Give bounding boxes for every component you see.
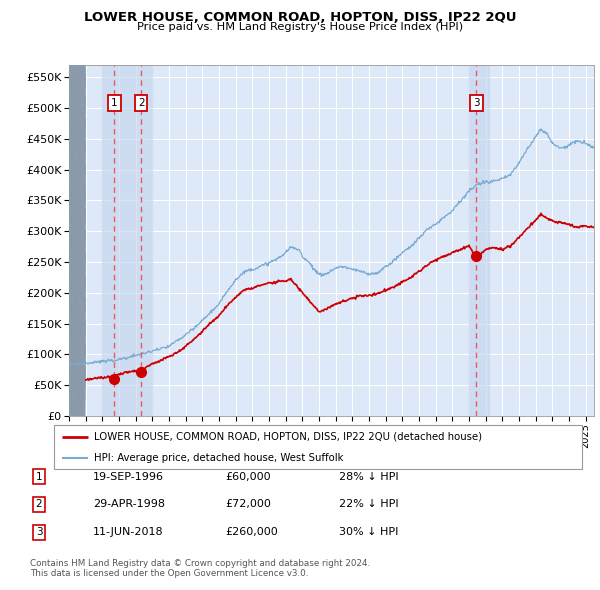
Text: Price paid vs. HM Land Registry's House Price Index (HPI): Price paid vs. HM Land Registry's House …: [137, 22, 463, 32]
Text: 3: 3: [473, 98, 479, 108]
Text: 19-SEP-1996: 19-SEP-1996: [93, 472, 164, 481]
Text: 28% ↓ HPI: 28% ↓ HPI: [339, 472, 398, 481]
Text: LOWER HOUSE, COMMON ROAD, HOPTON, DISS, IP22 2QU (detached house): LOWER HOUSE, COMMON ROAD, HOPTON, DISS, …: [94, 432, 482, 442]
Bar: [69, 65, 86, 416]
Text: 3: 3: [35, 527, 43, 537]
Text: £60,000: £60,000: [225, 472, 271, 481]
Text: 2: 2: [35, 500, 43, 509]
Text: 11-JUN-2018: 11-JUN-2018: [93, 527, 164, 537]
Text: 1: 1: [35, 472, 43, 481]
Bar: [469, 65, 489, 416]
Bar: [103, 65, 152, 416]
Text: 29-APR-1998: 29-APR-1998: [93, 500, 165, 509]
Text: 1: 1: [111, 98, 118, 108]
Text: £72,000: £72,000: [225, 500, 271, 509]
Text: Contains HM Land Registry data © Crown copyright and database right 2024.: Contains HM Land Registry data © Crown c…: [30, 559, 370, 568]
Text: 22% ↓ HPI: 22% ↓ HPI: [339, 500, 398, 509]
Text: 2: 2: [138, 98, 145, 108]
Text: HPI: Average price, detached house, West Suffolk: HPI: Average price, detached house, West…: [94, 453, 343, 463]
Text: This data is licensed under the Open Government Licence v3.0.: This data is licensed under the Open Gov…: [30, 569, 308, 578]
Text: LOWER HOUSE, COMMON ROAD, HOPTON, DISS, IP22 2QU: LOWER HOUSE, COMMON ROAD, HOPTON, DISS, …: [84, 11, 516, 24]
Text: 30% ↓ HPI: 30% ↓ HPI: [339, 527, 398, 537]
Text: £260,000: £260,000: [225, 527, 278, 537]
